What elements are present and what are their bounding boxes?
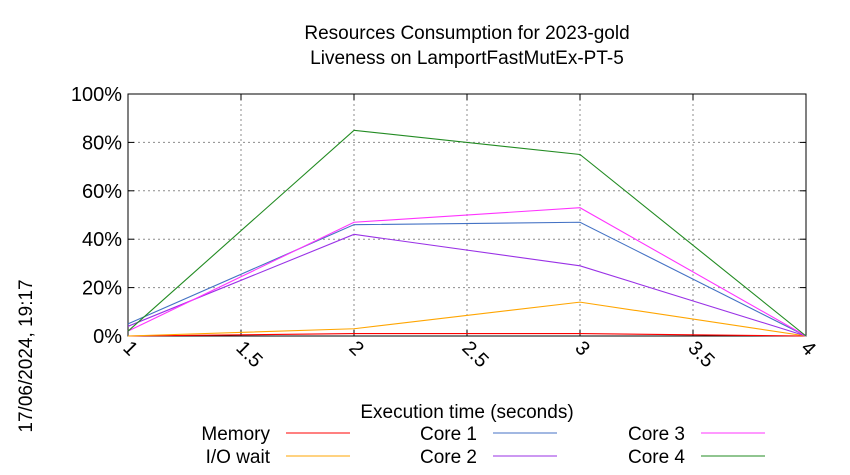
y-tick-label: 40% [82,229,122,251]
y-tick-label: 80% [82,132,122,154]
y-tick-label: 0% [93,326,122,348]
timestamp-label: 17/06/2024, 19:17 [16,279,37,432]
data-series [127,129,807,337]
x-tick-label: 2.5 [457,337,492,372]
legend-label-memory: Memory [201,424,270,445]
chart-title-line1: Resources Consumption for 2023-gold [304,23,629,44]
x-axis-label: Execution time (seconds) [360,402,573,423]
y-tick-label: 100% [71,84,122,106]
legend-label-core-1: Core 1 [420,424,477,445]
series-line-core-4 [127,129,807,337]
y-axis-ticks: 0% 20% 40% 60% 80% 100% [71,84,806,348]
chart-title-line2: Liveness on LamportFastMutEx-PT-5 [310,48,624,69]
series-line-memory [127,333,807,337]
x-axis-ticks: 1 1.5 2 2.5 3 3.5 4 [118,94,820,372]
legend-label-core-4: Core 4 [628,447,685,468]
x-tick-label: 3 [570,337,593,360]
plot-frame [127,93,807,337]
legend-label-i-o-wait: I/O wait [206,447,271,468]
y-tick-label: 60% [82,181,122,203]
legend-label-core-2: Core 2 [420,447,477,468]
x-tick-label: 4 [796,337,819,360]
series-line-core-3 [127,207,807,337]
x-tick-label: 1.5 [231,337,266,372]
x-tick-label: 2 [344,337,367,360]
series-line-i-o-wait [127,301,807,337]
legend-label-core-3: Core 3 [628,424,685,445]
x-tick-label: 3.5 [683,337,718,372]
series-line-core-1 [127,221,807,337]
y-tick-label: 20% [82,278,122,300]
series-line-core-2 [127,233,807,337]
